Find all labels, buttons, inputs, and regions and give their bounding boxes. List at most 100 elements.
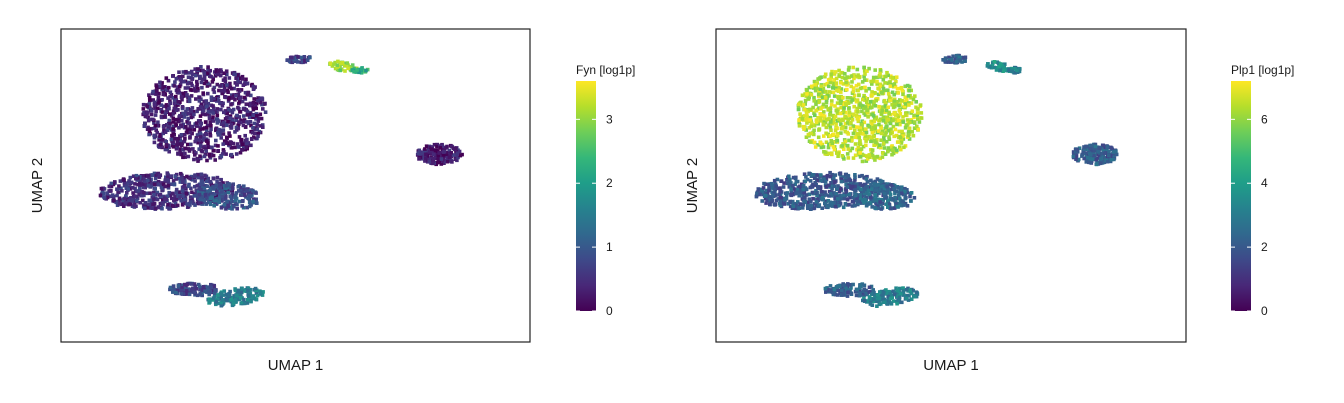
- data-point: [181, 122, 185, 127]
- data-point: [893, 84, 898, 89]
- data-point: [904, 287, 909, 292]
- data-point: [1096, 156, 1100, 160]
- data-point: [885, 301, 889, 306]
- data-point: [215, 69, 219, 73]
- data-point: [219, 129, 223, 134]
- data-point: [132, 203, 137, 208]
- data-point: [232, 294, 236, 298]
- data-point: [440, 148, 445, 152]
- data-point: [1015, 68, 1019, 73]
- data-point: [828, 80, 833, 84]
- data-point: [435, 142, 439, 147]
- data-point: [235, 113, 239, 118]
- data-point: [230, 110, 235, 115]
- data-point: [883, 81, 887, 85]
- data-point: [904, 195, 908, 200]
- data-point: [163, 184, 167, 189]
- data-point: [174, 108, 179, 113]
- data-point: [892, 82, 897, 86]
- data-point: [203, 120, 208, 124]
- data-point: [207, 191, 211, 196]
- data-point: [430, 147, 434, 151]
- data-point: [193, 73, 198, 78]
- data-point: [912, 196, 917, 200]
- data-point: [177, 75, 182, 79]
- data-point: [804, 135, 809, 139]
- data-point: [182, 191, 186, 196]
- data-point: [822, 110, 826, 114]
- data-point: [856, 88, 860, 93]
- data-point: [243, 125, 248, 129]
- data-point: [871, 78, 876, 83]
- data-point: [830, 204, 835, 208]
- data-point: [208, 200, 212, 204]
- data-point: [202, 198, 207, 203]
- data-point: [833, 196, 837, 201]
- data-point: [178, 138, 183, 143]
- data-point: [435, 145, 439, 149]
- data-point: [767, 188, 771, 193]
- data-point: [126, 187, 130, 191]
- data-point: [177, 84, 182, 89]
- data-point: [886, 198, 890, 203]
- data-point: [141, 185, 146, 190]
- data-point: [215, 179, 219, 184]
- data-point: [886, 205, 890, 209]
- data-point: [152, 198, 156, 202]
- data-point: [850, 146, 855, 151]
- data-point: [146, 173, 150, 178]
- data-point: [161, 137, 165, 142]
- data-point: [216, 99, 221, 103]
- data-point: [830, 194, 834, 198]
- data-point: [828, 77, 832, 82]
- data-point: [877, 143, 882, 147]
- data-point: [165, 147, 170, 152]
- data-point: [203, 152, 208, 157]
- data-point: [823, 72, 828, 77]
- data-point: [824, 100, 829, 105]
- data-point: [1112, 157, 1116, 162]
- data-point: [891, 124, 896, 129]
- data-point: [879, 207, 884, 211]
- data-point: [242, 297, 246, 302]
- data-point: [172, 137, 176, 141]
- data-point: [801, 184, 805, 188]
- data-point: [877, 105, 882, 109]
- data-point: [822, 120, 826, 124]
- data-point: [180, 286, 184, 290]
- data-point: [190, 124, 195, 129]
- data-point: [254, 191, 258, 195]
- data-point: [1002, 68, 1007, 72]
- data-point: [189, 69, 194, 74]
- data-point: [813, 88, 818, 93]
- data-point: [810, 190, 815, 195]
- data-point: [220, 152, 225, 156]
- data-point: [895, 301, 899, 306]
- data-point: [134, 176, 138, 181]
- data-point: [875, 79, 879, 84]
- data-point: [805, 121, 809, 125]
- data-point: [205, 195, 209, 200]
- data-point: [949, 58, 954, 63]
- data-point: [418, 152, 423, 156]
- data-point: [853, 184, 857, 189]
- data-point: [914, 100, 918, 104]
- data-point: [833, 104, 837, 108]
- data-point: [864, 139, 868, 143]
- data-point: [884, 139, 889, 144]
- data-point: [870, 90, 874, 94]
- data-point: [809, 199, 813, 204]
- cluster-1: [796, 65, 924, 164]
- y-axis-label: UMAP 2: [29, 158, 46, 214]
- data-point: [147, 198, 152, 203]
- data-point: [841, 194, 846, 198]
- data-point: [299, 55, 304, 60]
- data-point: [838, 171, 843, 175]
- data-point: [835, 101, 840, 105]
- data-point: [821, 95, 825, 100]
- data-point: [166, 78, 171, 83]
- data-point: [1090, 157, 1095, 161]
- data-point: [1113, 152, 1118, 157]
- data-point: [235, 142, 240, 146]
- data-point: [858, 125, 863, 130]
